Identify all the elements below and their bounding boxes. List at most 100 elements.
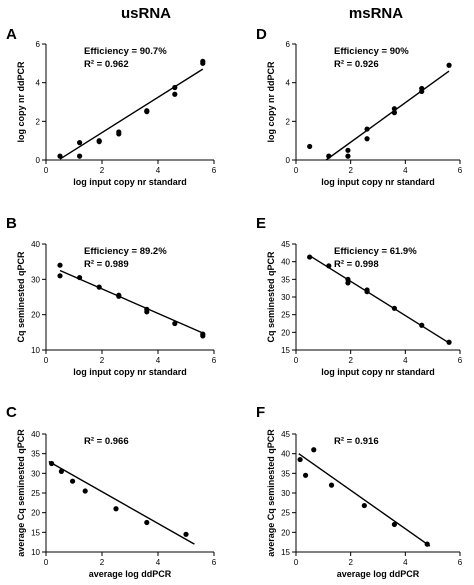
- data-point: [307, 143, 313, 150]
- panel-label-b: B: [6, 215, 17, 232]
- x-tick-label: 4: [156, 166, 161, 175]
- data-point: [183, 531, 189, 537]
- data-point: [302, 472, 309, 478]
- data-point: [49, 460, 55, 467]
- x-tick-label: 2: [100, 166, 105, 175]
- data-point: [345, 147, 351, 153]
- data-point: [391, 521, 397, 528]
- y-tick-label: 10: [31, 346, 40, 355]
- x-tick-label: 4: [156, 356, 161, 365]
- plot-panel-b: 0 2 4 6 10 20 30 40 log input copy nr standard Cq…: [16, 240, 217, 377]
- y-tick-label: 25: [281, 509, 290, 518]
- y-tick-label: 20: [281, 528, 290, 537]
- y-tick-label: 20: [281, 328, 290, 337]
- x-tick-label: 0: [294, 356, 299, 365]
- data-point: [77, 153, 83, 159]
- y-axis-title: Cq seminested qPCR: [266, 251, 276, 343]
- x-tick-label: 6: [212, 166, 217, 175]
- data-point: [297, 456, 303, 463]
- data-point: [144, 108, 150, 114]
- y-tick-label: 6: [36, 40, 41, 49]
- y-tick-label: 4: [286, 79, 291, 88]
- data-point: [172, 84, 178, 91]
- y-tick-label: 15: [281, 346, 290, 355]
- data-point: [144, 309, 150, 315]
- data-point: [96, 284, 102, 290]
- y-tick-label: 35: [281, 275, 290, 284]
- data-point: [391, 106, 397, 112]
- y-tick-label: 15: [31, 528, 40, 537]
- data-point: [70, 478, 76, 484]
- y-tick-label: 30: [31, 469, 40, 478]
- plot-panel-a: 0 2 4 6 0 2 4 6 log input copy nr standard log co…: [16, 40, 217, 187]
- data-point: [419, 322, 425, 328]
- data-point: [446, 339, 452, 345]
- y-tick-label: 2: [286, 117, 291, 126]
- data-point: [77, 140, 83, 146]
- fit-line: [298, 453, 431, 547]
- plot-panel-f: 0 2 4 6 15 20 25 30 35 40 45 average log ddPCR avera…: [266, 429, 463, 579]
- r-squared-annotation: R² = 0.989: [84, 259, 129, 270]
- y-tick-label: 35: [281, 469, 290, 478]
- y-tick-label: 15: [281, 548, 290, 557]
- data-point: [424, 541, 430, 547]
- panel-label-a: A: [6, 26, 17, 43]
- x-tick-label: 6: [212, 558, 217, 567]
- data-point: [200, 58, 206, 64]
- y-tick-label: 40: [31, 240, 40, 249]
- y-tick-label: 30: [281, 489, 290, 498]
- efficiency-annotation: Efficiency = 61.9%: [334, 246, 417, 257]
- data-point: [57, 153, 63, 159]
- y-tick-label: 20: [31, 311, 40, 320]
- data-point: [419, 85, 425, 92]
- y-axis-title: log copy nr ddPCR: [16, 61, 26, 143]
- x-axis-title: log input copy nr standard: [321, 367, 435, 377]
- r-squared-annotation: R² = 0.998: [334, 259, 379, 270]
- data-point: [361, 502, 367, 509]
- data-point: [364, 136, 370, 142]
- data-point: [144, 519, 150, 526]
- x-tick-label: 6: [458, 166, 463, 175]
- data-point: [391, 305, 397, 311]
- data-point: [116, 129, 122, 135]
- y-tick-label: 45: [281, 240, 290, 249]
- r-squared-annotation: R² = 0.916: [334, 436, 379, 447]
- x-tick-label: 4: [403, 166, 408, 175]
- y-tick-label: 2: [36, 117, 41, 126]
- y-tick-label: 40: [31, 430, 40, 439]
- x-tick-label: 0: [294, 558, 299, 567]
- x-tick-label: 4: [156, 558, 161, 567]
- panel-label-e: E: [256, 215, 266, 232]
- x-tick-label: 2: [348, 356, 353, 365]
- plot-panel-d: 0 2 4 6 0 2 4 6 log input copy nr standard log co…: [266, 40, 463, 187]
- panel-label-f: F: [256, 404, 265, 421]
- data-point: [391, 110, 397, 116]
- r-squared-annotation: R² = 0.962: [84, 59, 129, 70]
- y-axis-title: average Cq seminested qPCR: [266, 429, 276, 557]
- data-point: [311, 447, 317, 453]
- plot-panel-e: 0 2 4 6 15 20 25 30 35 40 45 log input copy nr stan…: [266, 240, 463, 377]
- panel-label-d: D: [256, 26, 267, 43]
- data-point: [172, 91, 178, 97]
- x-axis-title: log input copy nr standard: [321, 177, 435, 187]
- r-squared-annotation: R² = 0.966: [84, 436, 129, 447]
- y-tick-label: 25: [31, 489, 40, 498]
- fit-line: [59, 269, 204, 334]
- efficiency-annotation: Efficiency = 90.7%: [84, 46, 167, 57]
- y-tick-label: 35: [31, 450, 40, 459]
- data-point: [345, 153, 351, 159]
- x-axis-title: log input copy nr standard: [73, 367, 187, 377]
- x-tick-label: 0: [294, 166, 299, 175]
- x-tick-label: 2: [348, 558, 353, 567]
- data-point: [364, 289, 370, 295]
- column-title-msrna: msRNA: [349, 5, 403, 22]
- data-point: [446, 62, 452, 68]
- fit-line: [59, 68, 204, 160]
- data-point: [113, 506, 119, 512]
- fit-line: [309, 255, 450, 344]
- plot-panel-c: 0 2 4 6 10 15 20 25 30 35 40 average log ddPCR avera…: [16, 429, 217, 579]
- data-point: [200, 333, 206, 339]
- y-tick-label: 6: [286, 40, 291, 49]
- y-axis-title: log copy nr ddPCR: [266, 61, 276, 143]
